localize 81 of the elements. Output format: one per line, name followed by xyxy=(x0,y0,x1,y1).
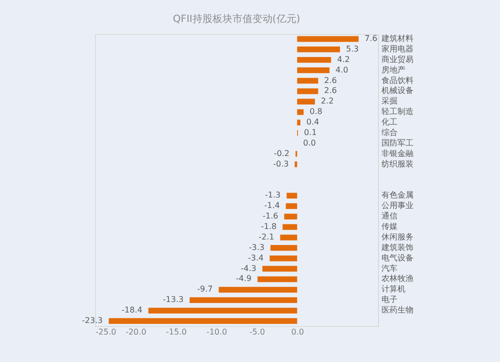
y-tick-label: 综合 xyxy=(382,128,398,137)
data-label: 2.6 xyxy=(324,76,337,85)
data-label: -4.9 xyxy=(236,274,252,284)
y-tick-label: 汽车 xyxy=(382,264,398,273)
data-label: 5.3 xyxy=(346,44,359,54)
y-tick-label: 医药生物 xyxy=(382,306,414,315)
data-label: 7.6 xyxy=(364,34,378,43)
bar xyxy=(297,36,359,42)
y-tick-label: 国防军工 xyxy=(382,138,414,148)
bar xyxy=(262,266,298,272)
y-tick-label: 通信 xyxy=(382,212,398,221)
y-tick-label: 家用电器 xyxy=(382,44,414,54)
y-tick-label: 公用事业 xyxy=(382,201,414,210)
data-label: -1.6 xyxy=(262,212,278,221)
y-tick-label: 休闲服务 xyxy=(382,232,414,242)
data-label: 0.4 xyxy=(306,118,320,127)
bar xyxy=(294,161,298,168)
data-label: -13.3 xyxy=(162,295,184,304)
y-tick-label: 食品饮料 xyxy=(382,76,414,85)
data-label: 0.0 xyxy=(303,138,316,148)
bar xyxy=(148,308,298,314)
y-tick-label: 电气设备 xyxy=(382,253,414,262)
y-tick-label: 商业贸易 xyxy=(382,54,414,64)
data-label: -18.4 xyxy=(122,306,142,315)
data-label: -0.2 xyxy=(274,148,290,158)
y-tick-label: 有色金属 xyxy=(382,190,414,200)
y-tick-label: 传媒 xyxy=(382,222,398,232)
data-label: -2.1 xyxy=(258,232,274,242)
bar xyxy=(218,286,298,293)
x-tick-label: -15.0 xyxy=(166,328,187,336)
y-tick-label: 建筑装饰 xyxy=(380,242,414,252)
y-tick-label: 采掘 xyxy=(382,96,398,106)
y-tick-label: 纺织服装 xyxy=(382,159,414,168)
data-label: -1.8 xyxy=(260,222,277,232)
bar xyxy=(286,192,298,199)
bar xyxy=(297,67,330,74)
y-tick-label: 建筑材料 xyxy=(380,34,414,43)
bar xyxy=(297,120,300,126)
bar xyxy=(297,98,315,105)
y-tick-label: 房地产 xyxy=(382,65,406,74)
y-tick-label: 农林牧渔 xyxy=(382,274,414,284)
bar xyxy=(280,234,298,240)
data-label: 2.2 xyxy=(320,96,334,106)
data-label: -23.3 xyxy=(82,316,103,326)
bar xyxy=(270,255,298,262)
x-tick-label: -5.0 xyxy=(249,328,266,336)
data-label: -4.3 xyxy=(240,264,256,273)
bar xyxy=(258,276,298,282)
y-tick-label: 化工 xyxy=(382,118,398,127)
bar xyxy=(286,203,298,209)
bar xyxy=(284,214,298,220)
y-tick-label: 电子 xyxy=(382,295,398,304)
bar xyxy=(297,78,318,84)
chart-title: QFII持股板块市值变动(亿元) xyxy=(172,13,300,25)
data-label: -3.4 xyxy=(248,253,264,262)
data-label: -0.3 xyxy=(273,159,289,168)
bar xyxy=(282,224,298,230)
data-label: 0.8 xyxy=(310,107,322,116)
bar xyxy=(108,318,298,324)
x-tick-label: -20.0 xyxy=(126,328,146,336)
bar xyxy=(190,297,298,304)
data-label: 2.6 xyxy=(324,86,337,96)
y-tick-label: 计算机 xyxy=(382,284,406,294)
x-tick-label: -10.0 xyxy=(206,328,228,336)
bar xyxy=(270,245,298,251)
data-label: 4.2 xyxy=(337,54,350,64)
y-tick-label: 非银金融 xyxy=(382,148,414,158)
bar xyxy=(297,56,332,63)
y-tick-label: 机械设备 xyxy=(382,86,414,96)
x-tick-label: -25.0 xyxy=(96,328,116,336)
data-label: -9.7 xyxy=(197,284,213,294)
bar xyxy=(297,88,318,94)
data-label: -3.3 xyxy=(248,242,264,252)
data-label: 0.1 xyxy=(304,128,317,137)
data-label: 4.0 xyxy=(335,65,348,74)
y-tick-label: 轻工制造 xyxy=(382,107,414,116)
x-tick-label: 0.0 xyxy=(291,328,304,336)
data-label: -1.4 xyxy=(264,201,280,210)
bar xyxy=(297,109,304,115)
data-label: -1.3 xyxy=(265,190,281,200)
bar xyxy=(297,46,340,52)
